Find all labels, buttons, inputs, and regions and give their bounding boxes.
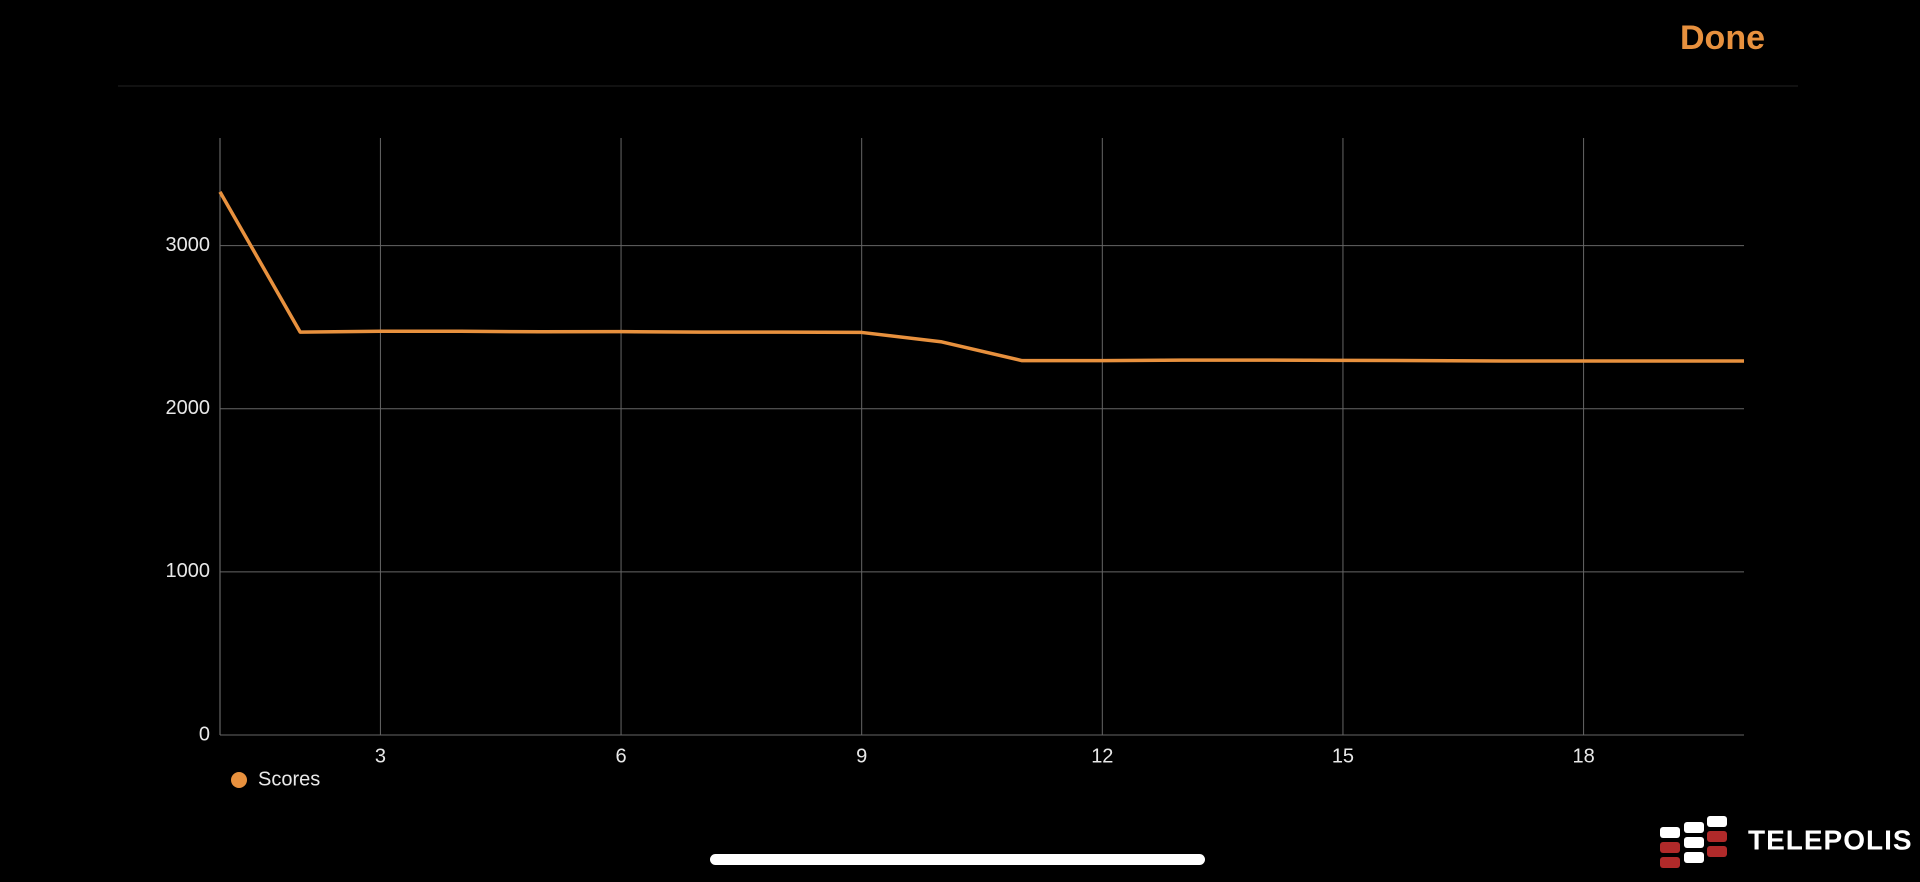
x-tick-label: 18 (1572, 745, 1594, 767)
home-indicator (710, 854, 1205, 865)
watermark-logo (1660, 816, 1727, 868)
y-tick-label: 3000 (166, 234, 211, 256)
x-tick-label: 6 (615, 745, 626, 767)
watermark-text: TELEPOLIS (1748, 824, 1913, 855)
done-button[interactable]: Done (1680, 19, 1765, 57)
x-tick-label: 15 (1332, 745, 1354, 767)
y-tick-label: 1000 (166, 560, 211, 582)
x-tick-label: 12 (1091, 745, 1113, 767)
legend-label: Scores (258, 768, 320, 790)
x-tick-label: 9 (856, 745, 867, 767)
y-tick-label: 0 (199, 723, 210, 745)
legend-marker (231, 772, 247, 788)
y-tick-label: 2000 (166, 397, 211, 419)
x-tick-label: 3 (375, 745, 386, 767)
data-line (218, 190, 1744, 363)
